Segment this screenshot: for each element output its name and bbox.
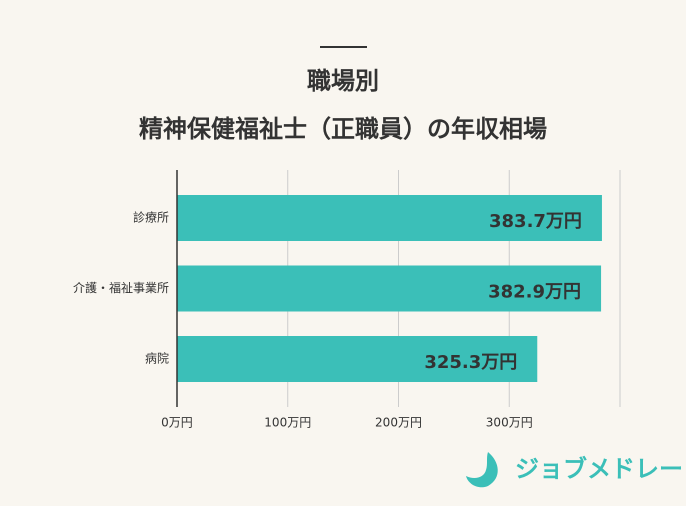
bar: [177, 195, 602, 241]
bar: [177, 265, 602, 312]
brand-logo: ジョブメドレー: [466, 452, 683, 488]
chart-title: 職場別: [307, 67, 379, 95]
brand-name: ジョブメドレー: [515, 455, 683, 483]
brand-icon: [466, 452, 498, 488]
x-tick-label: 100万円: [264, 416, 311, 430]
x-tick-label: 200万円: [375, 416, 422, 430]
bar: [177, 336, 538, 382]
y-tick-label: 介護・福祉事業所: [73, 280, 169, 295]
y-tick-label: 診療所: [133, 210, 169, 225]
x-tick-label: 0万円: [161, 416, 193, 430]
chart-subtitle: 精神保健福祉士（正職員）の年収相場: [139, 115, 547, 143]
value-label: 382.9万円: [488, 282, 581, 303]
value-label: 383.7万円: [489, 211, 582, 232]
x-tick-label: 300万円: [486, 416, 533, 430]
y-tick-label: 病院: [145, 351, 169, 366]
value-label: 325.3万円: [424, 352, 517, 373]
